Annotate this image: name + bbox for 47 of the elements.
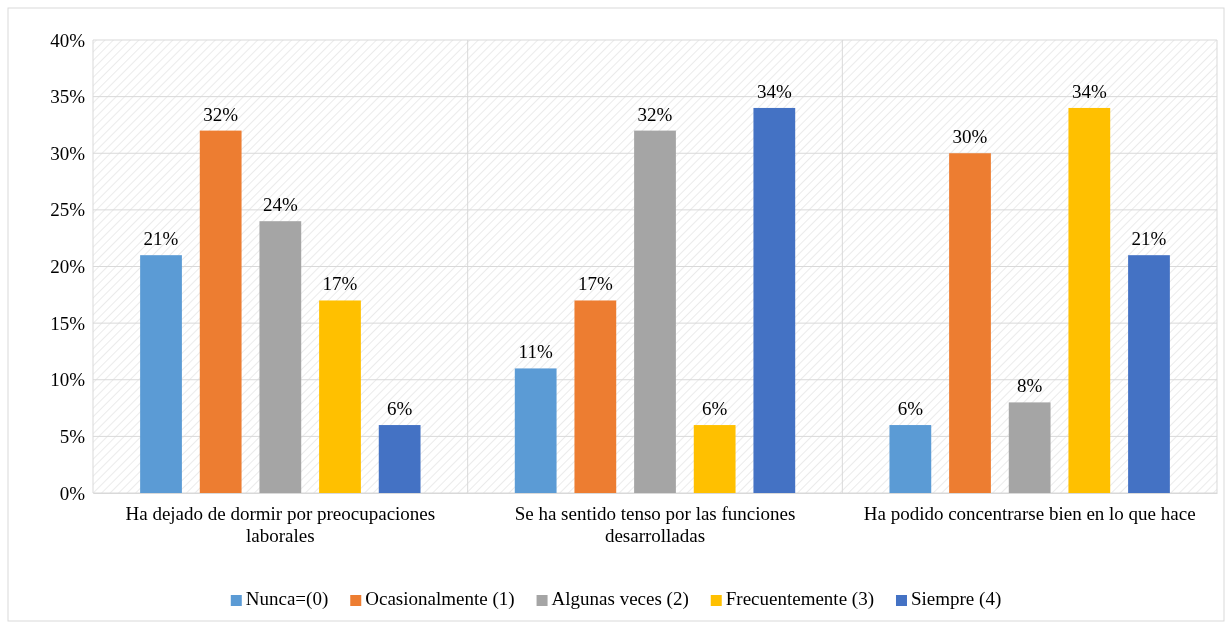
data-label: 11% <box>518 341 553 363</box>
bar <box>259 221 302 493</box>
data-label: 17% <box>322 273 358 295</box>
data-label: 30% <box>952 126 988 148</box>
y-tick-label: 25% <box>50 199 86 221</box>
bar <box>378 425 421 493</box>
bar <box>634 130 676 493</box>
legend-label: Ocasionalmente (1) <box>365 588 515 610</box>
data-label: 21% <box>143 228 179 250</box>
legend-label: Nunca=(0) <box>245 588 329 610</box>
bar <box>693 425 736 493</box>
y-tick-label: 30% <box>50 142 86 164</box>
x-tick-label: Ha podido concentrarse bien en lo que hace <box>863 503 1196 525</box>
bar <box>140 255 182 493</box>
legend-label: Frecuentemente (3) <box>725 588 874 610</box>
data-label: 34% <box>756 80 792 102</box>
data-label: 6% <box>702 398 728 420</box>
bar <box>574 300 617 493</box>
bar <box>1128 255 1170 493</box>
bar <box>889 425 932 493</box>
data-label: 17% <box>577 273 613 295</box>
data-label: 8% <box>1017 375 1043 397</box>
bar <box>319 300 361 493</box>
legend-label: Siempre (4) <box>910 588 1002 610</box>
y-tick-label: 40% <box>50 29 86 51</box>
data-label: 24% <box>262 194 298 216</box>
data-label: 32% <box>637 103 673 125</box>
data-label: 21% <box>1131 228 1167 250</box>
bar <box>1068 107 1111 493</box>
legend-label: Algunas veces (2) <box>551 588 689 610</box>
bar <box>199 130 242 493</box>
y-tick-label: 15% <box>50 312 86 334</box>
y-tick-label: 0% <box>59 482 86 504</box>
data-label: 34% <box>1071 80 1107 102</box>
bar <box>514 368 557 493</box>
y-tick-label: 5% <box>59 425 86 447</box>
y-tick-label: 10% <box>50 369 86 391</box>
y-tick-label: 20% <box>50 256 86 278</box>
bar <box>1008 402 1051 493</box>
bar <box>753 107 796 493</box>
data-label: 32% <box>203 103 239 125</box>
data-label: 6% <box>386 398 413 420</box>
bar <box>949 153 991 493</box>
y-tick-label: 35% <box>50 86 86 108</box>
x-tick-label: Se ha sentido tenso por las funciones desarrolladas <box>514 503 796 547</box>
data-label: 6% <box>897 398 924 420</box>
x-tick-label: Ha dejado de dormir por preocupaciones laborales <box>125 503 436 547</box>
